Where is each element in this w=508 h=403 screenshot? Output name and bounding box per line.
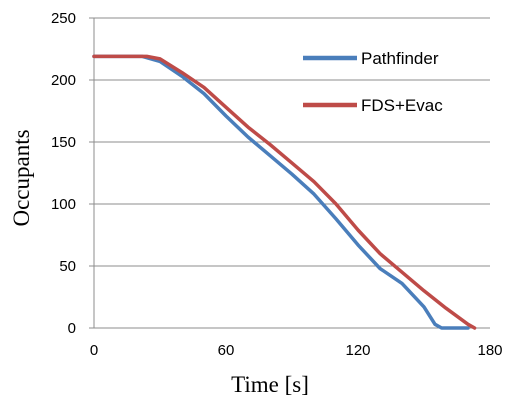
series-layer [92, 54, 477, 330]
legend: Pathfinder FDS+Evac [303, 49, 443, 115]
x-tick-label-120: 120 [345, 342, 370, 359]
y-tick-label-100: 100 [51, 196, 76, 213]
x-tick-label-0: 0 [90, 342, 98, 359]
legend-label-1: Pathfinder [361, 49, 439, 68]
y-tick-label-0: 0 [68, 320, 76, 337]
legend-label-2: FDS+Evac [361, 96, 443, 115]
x-tick-label-60: 60 [218, 342, 235, 359]
series-line-1 [92, 54, 470, 330]
tick-labels: 0 50 100 150 200 250 0 60 120 180 [51, 10, 503, 359]
x-tick-label-180: 180 [477, 342, 502, 359]
y-tick-label-250: 250 [51, 10, 76, 27]
gridlines [94, 17, 490, 267]
y-tick-label-200: 200 [51, 72, 76, 89]
y-tick-label-150: 150 [51, 134, 76, 151]
series-line-2 [92, 54, 477, 330]
x-axis-title: Time [s] [231, 372, 309, 397]
axes [89, 17, 490, 329]
y-tick-label-50: 50 [59, 258, 76, 275]
y-axis-title: Occupants [9, 129, 34, 226]
